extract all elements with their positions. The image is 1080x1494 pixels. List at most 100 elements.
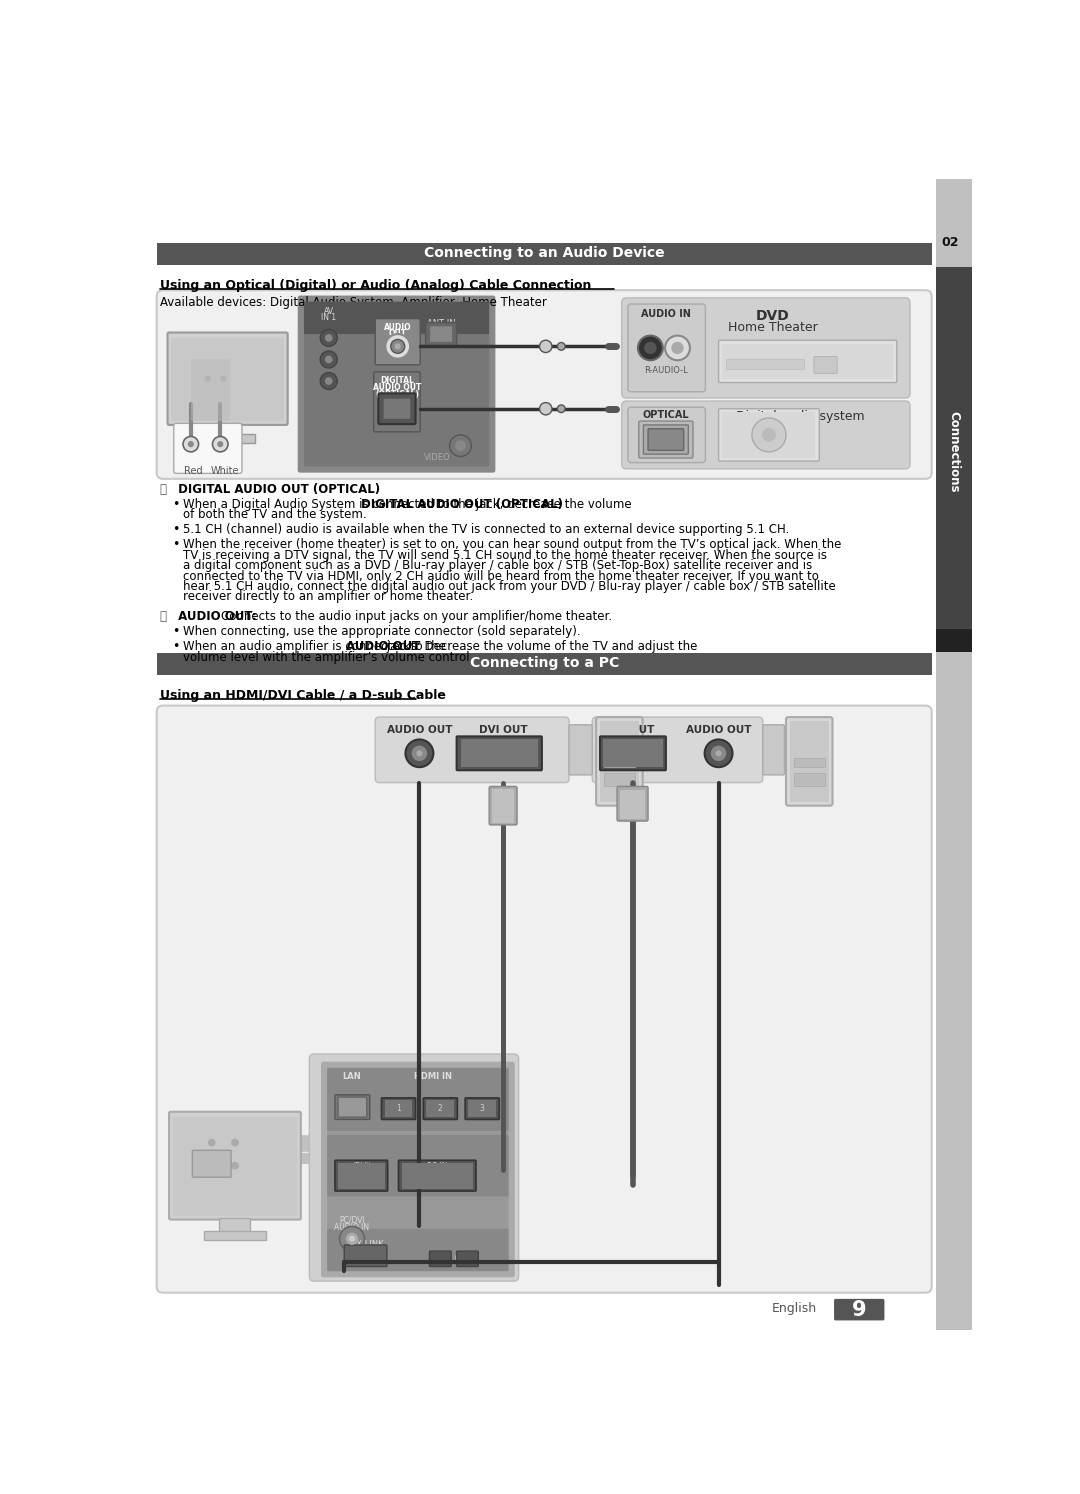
- Text: 3: 3: [480, 1104, 485, 1113]
- Text: •: •: [172, 523, 179, 536]
- Circle shape: [540, 402, 552, 415]
- Bar: [469, 1100, 496, 1118]
- FancyBboxPatch shape: [303, 302, 489, 466]
- FancyBboxPatch shape: [157, 705, 932, 1292]
- Bar: [935, 267, 972, 629]
- Text: volume level with the amplifier’s volume control.: volume level with the amplifier’s volume…: [183, 650, 473, 663]
- Text: Available devices: Digital Audio System, Amplifier, Home Theater: Available devices: Digital Audio System,…: [160, 296, 546, 309]
- Text: of both the TV and the system.: of both the TV and the system.: [183, 508, 367, 521]
- Text: •: •: [172, 498, 179, 511]
- Circle shape: [391, 339, 405, 353]
- Text: Using an Optical (Digital) or Audio (Analog) Cable Connection: Using an Optical (Digital) or Audio (Ana…: [160, 278, 591, 291]
- Circle shape: [557, 342, 565, 350]
- Bar: [604, 757, 635, 768]
- Circle shape: [672, 342, 684, 354]
- Circle shape: [321, 330, 337, 347]
- FancyBboxPatch shape: [600, 737, 666, 771]
- FancyBboxPatch shape: [814, 357, 837, 374]
- Bar: [723, 344, 893, 378]
- Circle shape: [540, 341, 552, 353]
- Text: 1: 1: [396, 1104, 401, 1113]
- Text: LAN: LAN: [342, 1073, 362, 1082]
- Text: Connecting to an Audio Device: Connecting to an Audio Device: [423, 247, 664, 260]
- Circle shape: [325, 335, 333, 342]
- Circle shape: [762, 427, 775, 442]
- FancyBboxPatch shape: [644, 424, 688, 454]
- FancyBboxPatch shape: [627, 408, 705, 463]
- Circle shape: [325, 376, 333, 385]
- Text: Red: Red: [184, 466, 202, 475]
- Text: Home Theater: Home Theater: [728, 321, 818, 335]
- FancyBboxPatch shape: [399, 1161, 476, 1191]
- FancyBboxPatch shape: [457, 737, 542, 771]
- Text: Digital audio system: Digital audio system: [735, 411, 864, 423]
- Bar: [794, 757, 825, 768]
- Text: AUDIO OUT: AUDIO OUT: [346, 639, 420, 653]
- Bar: [214, 423, 241, 436]
- FancyBboxPatch shape: [786, 717, 833, 805]
- Circle shape: [715, 750, 721, 756]
- Bar: [935, 179, 972, 1330]
- FancyBboxPatch shape: [321, 1062, 515, 1277]
- Text: a digital component such as a DVD / Blu-ray player / cable box / STB (Set-Top-Bo: a digital component such as a DVD / Blu-…: [183, 559, 812, 572]
- FancyBboxPatch shape: [378, 393, 416, 424]
- FancyBboxPatch shape: [157, 290, 932, 478]
- Circle shape: [339, 1227, 364, 1250]
- Bar: [600, 722, 638, 802]
- Circle shape: [665, 336, 690, 360]
- Text: ⓒ: ⓒ: [160, 610, 166, 623]
- Bar: [384, 1100, 413, 1118]
- Circle shape: [411, 746, 428, 760]
- FancyBboxPatch shape: [309, 1053, 518, 1282]
- Circle shape: [231, 1162, 239, 1170]
- Text: OUT: OUT: [389, 329, 407, 338]
- FancyBboxPatch shape: [375, 717, 569, 783]
- Circle shape: [321, 372, 337, 390]
- Text: 9: 9: [852, 1300, 867, 1321]
- Circle shape: [557, 405, 565, 412]
- Text: DVI OUT: DVI OUT: [478, 725, 527, 735]
- Circle shape: [217, 441, 224, 447]
- FancyBboxPatch shape: [383, 397, 410, 420]
- Bar: [338, 1162, 384, 1189]
- Bar: [191, 360, 230, 421]
- Bar: [794, 772, 825, 786]
- Text: AV: AV: [324, 308, 334, 317]
- Text: PC OUT: PC OUT: [611, 725, 654, 735]
- Text: Connects to the audio input jacks on your amplifier/home theater.: Connects to the audio input jacks on you…: [221, 610, 612, 623]
- Text: AUDIO IN: AUDIO IN: [640, 309, 691, 318]
- Text: jacks: Decrease the volume of the TV and adjust the: jacks: Decrease the volume of the TV and…: [383, 639, 698, 653]
- FancyBboxPatch shape: [627, 303, 705, 391]
- Circle shape: [207, 1162, 216, 1170]
- Bar: [402, 1162, 473, 1189]
- FancyBboxPatch shape: [345, 1245, 387, 1267]
- Text: 5.1 CH (channel) audio is available when the TV is connected to an external devi: 5.1 CH (channel) audio is available when…: [183, 523, 789, 536]
- Circle shape: [704, 740, 732, 768]
- Circle shape: [394, 344, 401, 350]
- Text: PC/DVI: PC/DVI: [339, 1216, 365, 1225]
- FancyBboxPatch shape: [622, 400, 910, 469]
- FancyBboxPatch shape: [327, 1068, 509, 1131]
- Text: •: •: [172, 538, 179, 551]
- Text: 02: 02: [941, 236, 959, 249]
- Text: When a Digital Audio System is connected to the: When a Digital Audio System is connected…: [183, 498, 476, 511]
- Circle shape: [205, 375, 211, 382]
- Text: AUDIO IN: AUDIO IN: [335, 1224, 369, 1233]
- Text: When connecting, use the appropriate connector (sold separately).: When connecting, use the appropriate con…: [183, 624, 581, 638]
- Bar: [723, 412, 815, 459]
- Text: DVD: DVD: [756, 309, 789, 323]
- FancyBboxPatch shape: [718, 409, 820, 462]
- Text: AUDIO OUT: AUDIO OUT: [387, 725, 453, 735]
- Bar: [157, 653, 932, 675]
- FancyBboxPatch shape: [569, 725, 592, 775]
- FancyBboxPatch shape: [374, 372, 420, 432]
- FancyBboxPatch shape: [592, 717, 762, 783]
- FancyBboxPatch shape: [762, 725, 784, 775]
- Bar: [204, 1231, 266, 1240]
- FancyBboxPatch shape: [718, 341, 896, 382]
- FancyBboxPatch shape: [648, 429, 684, 450]
- FancyBboxPatch shape: [638, 421, 693, 459]
- Text: AUDIO OUT: AUDIO OUT: [686, 725, 752, 735]
- Text: ANT IN: ANT IN: [427, 318, 456, 327]
- Circle shape: [455, 441, 465, 451]
